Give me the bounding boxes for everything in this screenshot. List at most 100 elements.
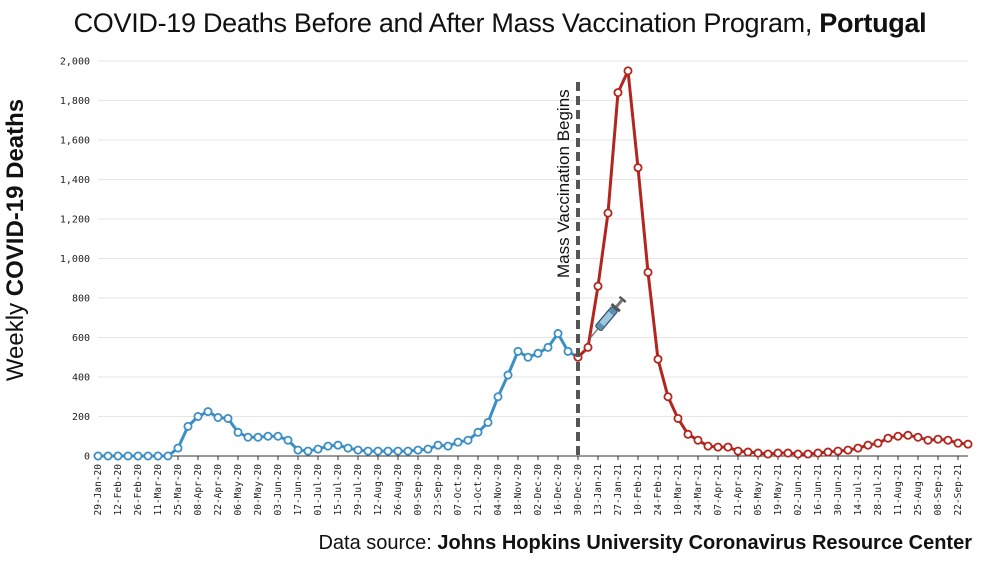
data-point-before	[193, 411, 203, 421]
x-tick-label: 30-Dec-20	[573, 464, 584, 516]
x-tick-label: 21-Apr-21	[733, 464, 744, 516]
data-point-before	[133, 451, 143, 461]
data-point-before	[363, 446, 373, 456]
data-point-before	[243, 432, 253, 442]
x-tick-label: 22-Apr-20	[213, 464, 224, 516]
x-tick-label: 27-Jan-21	[613, 464, 624, 516]
data-point-after	[683, 429, 693, 439]
x-tick-label: 14-Jul-21	[853, 464, 864, 516]
data-point-before	[153, 451, 163, 461]
x-tick-label: 11-Mar-20	[153, 464, 164, 516]
x-tick-label: 28-Jul-21	[873, 464, 884, 516]
x-tick-label: 11-Aug-21	[893, 464, 904, 516]
data-point-after	[603, 208, 613, 218]
x-tick-label: 18-Nov-20	[513, 464, 524, 516]
data-point-before	[533, 348, 543, 358]
data-point-before	[333, 440, 343, 450]
data-point-before	[493, 392, 503, 402]
data-point-before	[163, 451, 173, 461]
series-group	[93, 66, 973, 461]
vaccination-label: Mass Vaccination Begins	[554, 89, 573, 278]
data-point-before	[293, 445, 303, 455]
x-tick-label: 10-Feb-21	[633, 464, 644, 516]
x-tick-label: 12-Aug-20	[373, 464, 384, 516]
data-point-before	[213, 412, 223, 422]
data-point-before	[393, 446, 403, 456]
data-point-after	[643, 267, 653, 277]
data-point-before	[353, 445, 363, 455]
data-point-before	[263, 431, 273, 441]
x-tick-label: 25-Aug-21	[913, 464, 924, 516]
data-point-after	[883, 433, 893, 443]
series-line-after	[576, 69, 969, 456]
x-tick-label: 06-May-20	[233, 464, 244, 516]
x-tick-label: 13-Jan-21	[593, 464, 604, 516]
syringe-icon	[589, 295, 627, 339]
data-point-after	[963, 439, 973, 449]
x-tick-label: 15-Jul-20	[333, 464, 344, 516]
data-point-before	[503, 370, 513, 380]
data-point-after	[843, 445, 853, 455]
data-source-name: Johns Hopkins University Coronavirus Res…	[437, 532, 972, 554]
data-point-before	[283, 435, 293, 445]
data-point-before	[373, 446, 383, 456]
data-point-before	[223, 413, 233, 423]
data-point-before	[433, 440, 443, 450]
data-point-after	[673, 413, 683, 423]
data-point-after	[703, 441, 713, 451]
data-point-after	[953, 438, 963, 448]
data-point-before	[253, 432, 263, 442]
data-point-after	[813, 448, 823, 458]
x-tick-label: 29-Jan-20	[93, 464, 104, 516]
data-point-before	[423, 444, 433, 454]
data-point-after	[633, 163, 643, 173]
x-tick-label: 10-Mar-21	[673, 464, 684, 516]
data-point-after	[653, 354, 663, 364]
series-line-before	[98, 332, 579, 458]
data-point-after	[933, 434, 943, 444]
data-point-after	[873, 438, 883, 448]
data-point-before	[463, 435, 473, 445]
chart-title: COVID-19 Deaths Before and After Mass Va…	[0, 8, 1000, 39]
y-tick-label: 1,400	[60, 175, 90, 186]
x-tick-label: 26-Feb-20	[133, 464, 144, 516]
x-tick-label: 08-Sep-21	[933, 464, 944, 516]
data-point-after	[733, 446, 743, 456]
data-point-after	[943, 435, 953, 445]
x-tick-label: 29-Jul-20	[353, 464, 364, 516]
data-point-before	[173, 443, 183, 453]
x-tick-label: 19-May-21	[773, 464, 784, 516]
data-point-after	[773, 448, 783, 458]
data-point-after	[823, 447, 833, 457]
data-point-before	[383, 446, 393, 456]
data-point-before	[233, 427, 243, 437]
data-point-before	[553, 329, 563, 339]
y-tick-label: 400	[72, 373, 90, 384]
data-point-before	[343, 443, 353, 453]
data-point-after	[713, 442, 723, 452]
data-point-after	[613, 88, 623, 98]
data-point-before	[543, 342, 553, 352]
y-tick-label: 800	[72, 294, 90, 305]
data-point-after	[723, 442, 733, 452]
chart-title-country: Portugal	[819, 8, 927, 38]
data-point-after	[793, 449, 803, 459]
data-point-after	[863, 440, 873, 450]
x-tick-label: 12-Feb-20	[113, 464, 124, 516]
y-tick-label: 1,000	[60, 254, 90, 265]
data-point-before	[523, 352, 533, 362]
y-tick-label: 2,000	[60, 57, 90, 68]
data-source: Data source: Johns Hopkins University Co…	[318, 532, 972, 555]
data-point-before	[103, 451, 113, 461]
x-tick-label: 07-Apr-21	[713, 464, 724, 516]
x-tick-label: 22-Sep-21	[953, 464, 964, 516]
data-point-before	[563, 346, 573, 356]
data-point-before	[143, 451, 153, 461]
x-tick-label: 30-Jun-21	[833, 464, 844, 516]
data-point-after	[923, 435, 933, 445]
x-tick-label: 16-Dec-20	[553, 464, 564, 516]
x-tick-label: 17-Jun-20	[293, 464, 304, 516]
x-tick-label: 21-Oct-20	[473, 464, 484, 516]
y-tick-label: 0	[84, 452, 90, 463]
